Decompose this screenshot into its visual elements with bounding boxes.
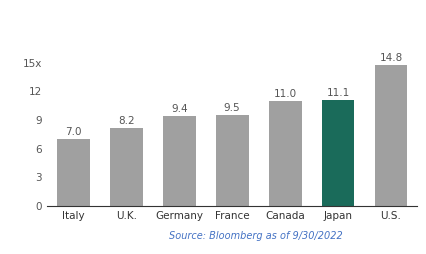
Text: 8.2: 8.2	[118, 116, 135, 126]
Text: 7.0: 7.0	[65, 127, 82, 137]
Text: 11.1: 11.1	[326, 88, 350, 98]
Bar	[57, 139, 90, 206]
Text: Japan: 24% Lower than the U.S.: Japan: 24% Lower than the U.S.	[82, 12, 344, 27]
Bar	[374, 65, 407, 206]
Bar	[216, 115, 249, 206]
Bar	[163, 116, 196, 206]
Text: 9.4: 9.4	[171, 104, 187, 114]
Text: 11.0: 11.0	[273, 89, 296, 99]
Bar	[322, 100, 354, 206]
Bar	[110, 128, 143, 206]
Bar	[269, 101, 302, 206]
Text: 9.5: 9.5	[224, 103, 241, 113]
Text: Source: Bloomberg as of 9/30/2022: Source: Bloomberg as of 9/30/2022	[169, 231, 343, 241]
Text: 14.8: 14.8	[380, 53, 403, 63]
